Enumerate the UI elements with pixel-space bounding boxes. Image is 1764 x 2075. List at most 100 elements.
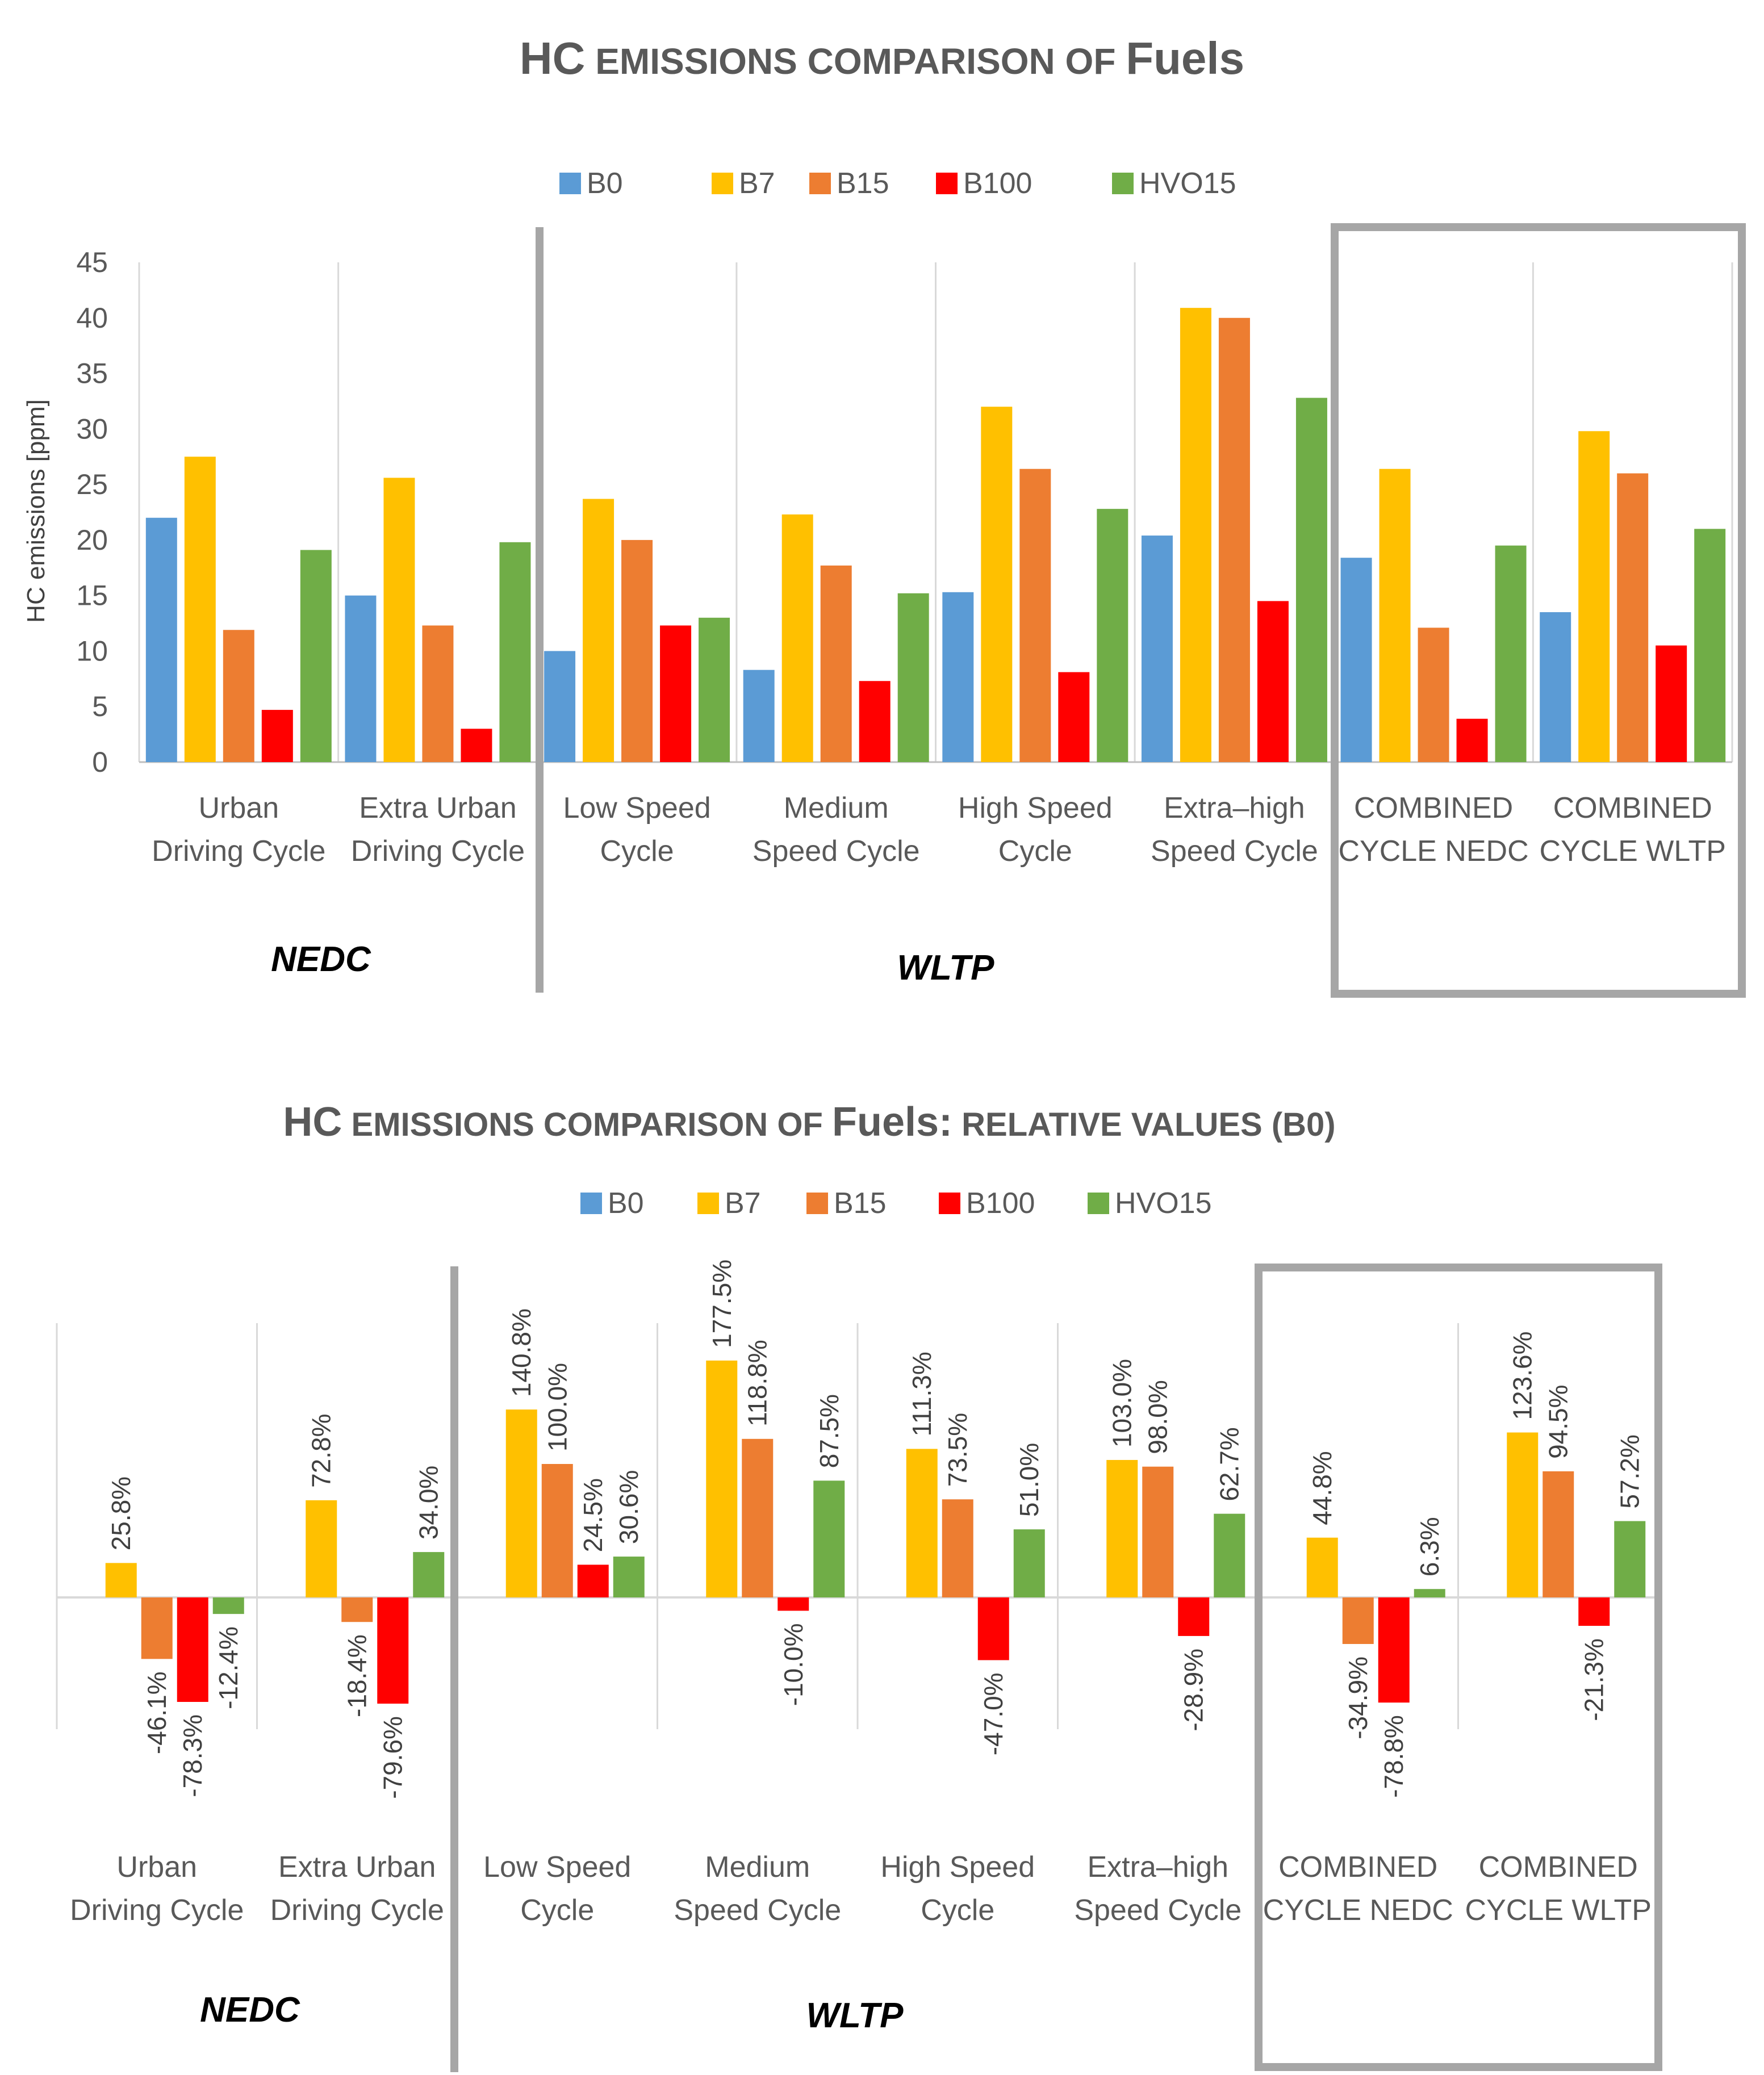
data-label-hvo15-high-speed-cycle: 51.0% [1014,1443,1044,1517]
x-tick-label-medium-speed-cycle: Medium [705,1851,810,1884]
title-part: H [520,33,553,83]
x-tick-label-extra-urban-driving-cycle: Driving Cycle [351,835,525,868]
data-label-b7-combined-cycle-wltp: 123.6% [1508,1332,1537,1420]
chart2-combined-box [1255,1264,1662,2071]
chart1-y-axis: 0 5 10 15 20 25 30 35 40 45 [76,246,108,778]
legend-label-b15: B15 [837,167,889,200]
bar-b7-combined-cycle-wltp [1578,431,1610,762]
bar-b100-extra-high-speed-cycle [1257,601,1289,762]
bar-b0-combined-cycle-nedc [1340,558,1372,762]
bar-hvo15-combined-cycle-nedc [1495,545,1527,762]
data-label-b7-high-speed-cycle: 111.3% [907,1352,937,1436]
bar-hvo15-low-speed-cycle [613,1557,645,1597]
data-label-hvo15-urban-driving-cycle: -12.4% [214,1626,243,1709]
bar-b15-urban-driving-cycle [141,1597,173,1659]
bar-b100-low-speed-cycle [577,1564,609,1597]
chart2-data-labels: 25.8% -46.1%-78.3%-12.4% 72.8% -18.4%-79.6%… [106,1260,1645,1799]
bar-b15-extra-urban-driving-cycle [422,625,454,762]
y-tick-label: 25 [76,468,108,500]
x-tick-label-low-speed-cycle: Cycle [520,1894,594,1927]
title-part: H [283,1099,312,1145]
bar-b15-extra-high-speed-cycle [1218,317,1250,762]
bar-b7-high-speed-cycle [906,1449,938,1597]
bar-hvo15-combined-cycle-nedc [1414,1589,1445,1597]
chart1-x-axis: Urban Driving Cycle Extra Urban Driving Cyc… [152,792,1726,868]
bar-hvo15-extra-high-speed-cycle [1295,398,1327,762]
bar-b0-medium-speed-cycle [743,670,775,762]
bar-hvo15-urban-driving-cycle [300,550,332,762]
bar-b7-medium-speed-cycle [706,1360,738,1597]
x-tick-label-combined-cycle-nedc: CYCLE NEDC [1338,835,1528,868]
data-label-b100-combined-cycle-nedc: -78.8% [1379,1715,1408,1798]
legend-swatch-b15 [806,1193,828,1214]
title-part: COMPARISON [544,1106,777,1143]
y-tick-label: 20 [76,524,108,556]
x-tick-label-extra-high-speed-cycle: Speed Cycle [1151,835,1318,868]
title-part: OF [777,1106,832,1143]
legend-swatch-b15 [809,173,831,194]
data-label-b15-low-speed-cycle: 100.0% [542,1363,572,1451]
title-part: C [312,1099,342,1145]
data-label-b15-medium-speed-cycle: 118.8% [743,1340,772,1426]
y-tick-label: 40 [76,302,108,334]
legend-label-b7: B7 [725,1187,761,1220]
bar-hvo15-high-speed-cycle [1097,509,1128,762]
legend-label-b100: B100 [963,167,1032,200]
title-part: COMPARISON [808,41,1065,82]
data-label-b15-extra-high-speed-cycle: 98.0% [1143,1380,1173,1454]
legend-label-hvo15: HVO15 [1115,1187,1212,1220]
bar-b7-high-speed-cycle [981,407,1013,762]
chart2-bars [105,1360,1646,1704]
x-tick-label-medium-speed-cycle: Medium [784,792,889,825]
relative-chart: HC EMISSIONS COMPARISON OF Fuels: RELATI… [56,1099,1662,2072]
title-part: RELATIVE [962,1106,1131,1143]
data-label-b7-urban-driving-cycle: 25.8% [106,1476,136,1550]
legend-swatch-b100 [939,1193,960,1214]
chart1-combined-box [1331,223,1746,998]
bar-b7-low-speed-cycle [505,1409,537,1597]
data-label-b7-extra-urban-driving-cycle: 72.8% [307,1413,336,1487]
data-label-hvo15-combined-cycle-nedc: 6.3% [1415,1517,1444,1576]
bar-hvo15-combined-cycle-wltp [1614,1521,1646,1597]
x-tick-label-combined-cycle-wltp: COMBINED [1479,1851,1638,1884]
data-label-b100-combined-cycle-wltp: -21.3% [1579,1638,1609,1721]
x-tick-label-extra-urban-driving-cycle: Driving Cycle [270,1894,444,1927]
legend-swatch-b7 [712,173,733,194]
bar-hvo15-extra-urban-driving-cycle [413,1552,445,1597]
data-label-b100-low-speed-cycle: 24.5% [578,1478,608,1552]
data-label-b7-medium-speed-cycle: 177.5% [707,1260,737,1348]
bar-hvo15-medium-speed-cycle [897,593,929,762]
x-tick-label-combined-cycle-wltp: COMBINED [1553,792,1712,825]
bar-b15-urban-driving-cycle [223,630,254,762]
bar-b7-combined-cycle-wltp [1507,1432,1539,1597]
x-tick-label-extra-high-speed-cycle: Extra–high [1164,792,1305,825]
title-part [952,1106,962,1143]
chart2-nedc-label: NEDC [200,1990,300,2030]
x-tick-label-low-speed-cycle: Cycle [600,835,674,868]
bar-b100-urban-driving-cycle [177,1597,208,1702]
bar-b100-combined-cycle-wltp [1578,1597,1610,1626]
title-part: OF [1065,41,1126,82]
bar-b0-low-speed-cycle [544,651,576,762]
data-label-hvo15-medium-speed-cycle: 87.5% [814,1394,844,1468]
legend-label-b15: B15 [834,1187,887,1220]
data-label-b15-combined-cycle-wltp: 94.5% [1544,1384,1573,1458]
data-label-hvo15-extra-urban-driving-cycle: 34.0% [414,1466,444,1539]
bar-b100-combined-cycle-nedc [1378,1597,1410,1703]
title-part: F [832,1099,857,1145]
legend-label-b0: B0 [587,167,623,200]
title-part: EMISSIONS [595,41,807,82]
y-tick-label: 5 [92,691,108,722]
bar-b0-high-speed-cycle [942,592,974,762]
data-label-b100-medium-speed-cycle: -10.0% [779,1624,808,1706]
bar-b0-extra-urban-driving-cycle [345,595,377,762]
y-tick-label: 10 [76,635,108,667]
bar-b7-extra-high-speed-cycle [1106,1459,1138,1597]
bar-b15-medium-speed-cycle [820,565,852,762]
chart2-title: HC EMISSIONS COMPARISON OF Fuels: RELATI… [283,1099,1335,1145]
y-tick-label: 30 [76,413,108,445]
bar-b100-high-speed-cycle [977,1597,1009,1660]
bar-b7-combined-cycle-nedc [1306,1537,1338,1597]
